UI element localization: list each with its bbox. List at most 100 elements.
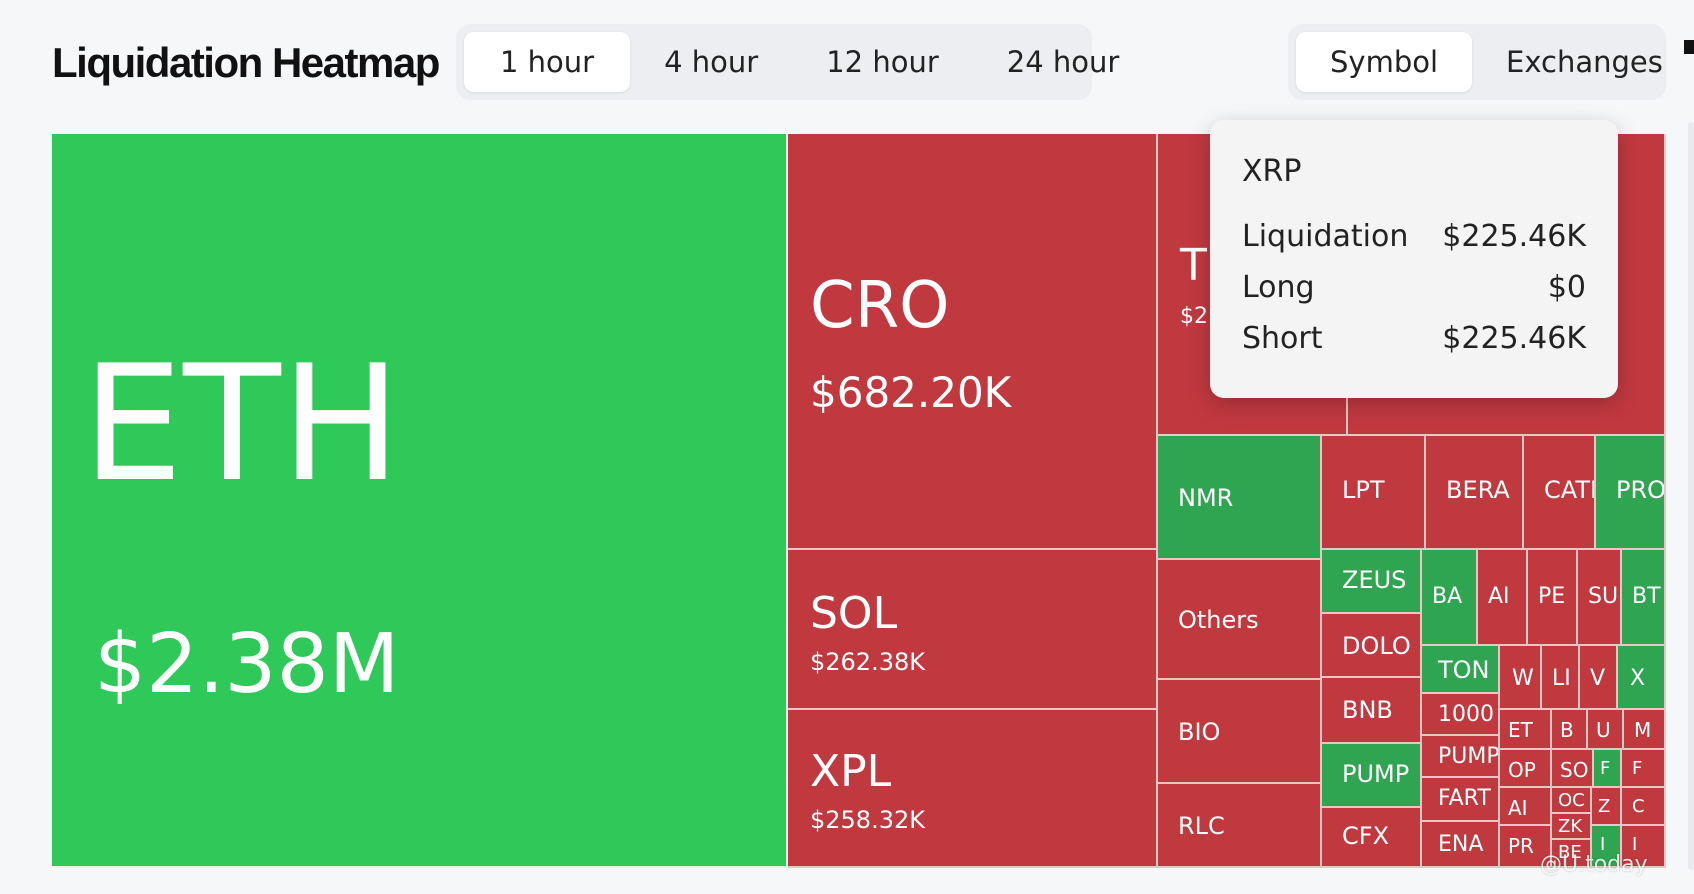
tile-symbol: U [1596,718,1611,742]
tile-symbol: DOLO [1342,632,1411,660]
treemap-tile[interactable]: BA [1422,550,1478,646]
treemap-tile[interactable]: PUMP [1322,744,1422,808]
treemap-tile[interactable]: SU [1578,550,1622,646]
treemap-tile[interactable]: SO [1552,750,1594,788]
treemap-tile[interactable]: OC [1552,788,1592,814]
treemap-tile[interactable]: CATI [1524,436,1596,550]
treemap-tile[interactable]: F [1622,750,1666,788]
treemap-tile[interactable]: AI [1478,550,1528,646]
tooltip-value: $0 [1547,270,1586,305]
tooltip-row-short: Short $225.46K [1242,321,1586,372]
tile-symbol: CFX [1342,822,1390,850]
treemap-tile[interactable]: U [1588,710,1624,750]
treemap-tile[interactable]: NMR [1158,436,1322,560]
tile-symbol: RLC [1178,812,1225,840]
treemap-tile[interactable]: CFX [1322,808,1422,868]
treemap-tile[interactable]: Z [1592,788,1622,826]
tile-symbol: AI [1508,796,1528,820]
cropped-edge-glyph [1684,40,1694,54]
treemap-tile[interactable]: BT [1622,550,1666,646]
treemap-tile[interactable]: ZK [1552,814,1592,840]
tooltip-label: Liquidation [1242,219,1409,254]
treemap-tile[interactable]: ET [1500,710,1552,750]
treemap-tile[interactable]: BIO [1158,680,1322,784]
tab-exchanges[interactable]: Exchanges [1506,45,1663,79]
tile-symbol: FART [1438,786,1491,811]
tile-symbol: SOL [810,588,898,639]
tile-symbol: BERA [1446,476,1510,504]
grouping-selector: Symbol Exchanges [1288,24,1666,100]
treemap-tile[interactable]: Others [1158,560,1322,680]
tile-value: $2.38M [94,617,400,712]
tab-4-hour[interactable]: 4 hour [664,45,759,79]
treemap-tile[interactable]: TON [1422,646,1500,694]
treemap-tile[interactable]: LI [1542,646,1580,710]
tab-12-hour[interactable]: 12 hour [826,45,939,79]
tile-symbol: PE [1538,584,1566,609]
treemap-tile[interactable]: W [1500,646,1542,710]
tile-symbol: ZK [1558,816,1583,837]
treemap-tile[interactable]: CRO $682.20K [788,134,1158,550]
tab-24-hour[interactable]: 24 hour [1006,45,1120,79]
tile-symbol: BE [1558,842,1582,863]
tile-symbol: BNB [1342,696,1393,724]
treemap-tile[interactable]: B [1552,710,1588,750]
treemap-tile[interactable]: PR [1500,826,1552,868]
treemap-tile[interactable]: ZEUS [1322,550,1422,614]
tooltip-symbol: XRP [1242,154,1302,189]
treemap-tile[interactable]: I [1622,826,1666,868]
treemap-tile[interactable]: ETH $2.38M [52,134,788,868]
tile-symbol: SO [1560,758,1589,782]
tooltip-label: Short [1242,321,1323,356]
treemap-tile[interactable]: BNB [1322,678,1422,744]
tooltip-value: $225.46K [1442,219,1586,254]
tile-symbol: BIO [1178,718,1221,746]
treemap-tile[interactable]: X [1618,646,1666,710]
treemap-tile[interactable]: SOL $262.38K [788,550,1158,710]
tile-symbol: F [1632,758,1643,779]
tile-symbol: M [1634,718,1652,742]
scrollbar-track[interactable] [1688,122,1694,870]
treemap-tile[interactable]: BERA [1426,436,1524,550]
treemap-tile[interactable]: 1000 [1422,694,1500,736]
treemap-tile[interactable]: RLC [1158,784,1322,868]
treemap-tile[interactable]: V [1580,646,1618,710]
treemap-tile[interactable]: ENA [1422,822,1500,868]
tab-1-hour[interactable]: 1 hour [464,32,631,92]
tile-symbol: BA [1432,584,1463,609]
treemap-tile[interactable]: PUMP [1422,736,1500,778]
tile-symbol: XPL [810,746,892,797]
tile-value: $2 [1180,304,1208,329]
tile-symbol: LPT [1342,476,1385,504]
tile-symbol: ET [1508,718,1533,742]
tab-symbol[interactable]: Symbol [1296,32,1473,92]
treemap-tile[interactable]: M [1624,710,1666,750]
treemap-tile[interactable]: PRO [1596,436,1666,550]
treemap-tile[interactable]: OP [1500,750,1552,788]
tile-symbol: Z [1598,796,1611,817]
tile-symbol: AI [1488,584,1510,609]
treemap-tile[interactable]: C [1622,788,1666,826]
treemap-tile[interactable]: LPT [1322,436,1426,550]
tile-symbol: W [1512,666,1534,691]
treemap-tile[interactable]: F [1594,750,1622,788]
liquidation-treemap: ETH $2.38M CRO $682.20K SOL $262.38K XPL $258.3… [52,134,1666,868]
tile-symbol: OP [1508,758,1536,782]
treemap-tile[interactable]: XPL $258.32K [788,710,1158,868]
tile-symbol: X [1630,666,1646,691]
treemap-tile[interactable]: DOLO [1322,614,1422,678]
hover-tooltip: XRP Liquidation $225.46K Long $0 Short $… [1210,120,1618,398]
tile-symbol: ZEUS [1342,566,1407,594]
tile-symbol: PRO [1616,476,1666,504]
tile-symbol: T [1180,240,1207,291]
tile-symbol: PUMP [1438,744,1500,769]
tile-symbol: CRO [810,269,950,343]
treemap-tile[interactable]: FART [1422,778,1500,822]
treemap-tile[interactable]: AI [1500,788,1552,826]
treemap-tile[interactable]: BE [1552,840,1592,868]
treemap-tile[interactable]: PE [1528,550,1578,646]
treemap-tile[interactable]: I [1592,826,1622,868]
watermark: @U.today [1540,852,1648,877]
tile-symbol: CATI [1544,476,1596,504]
tile-value: $682.20K [810,368,1012,417]
